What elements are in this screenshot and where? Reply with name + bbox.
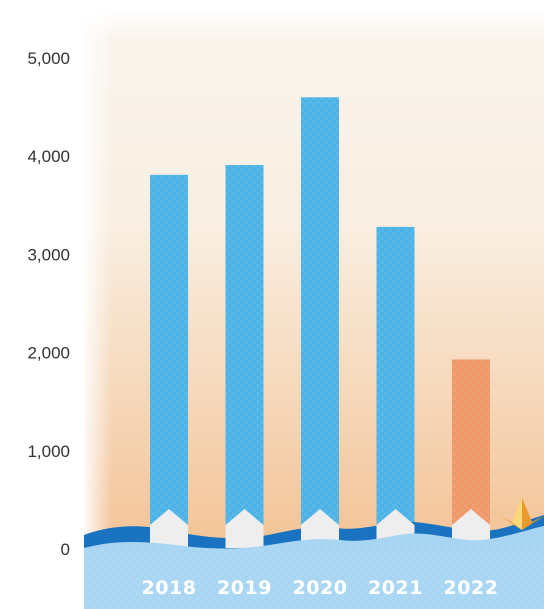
x-category-label: 2022 — [444, 577, 499, 599]
bar-texture — [225, 165, 264, 560]
x-category-label: 2019 — [217, 577, 272, 599]
x-category-label: 2020 — [293, 577, 348, 599]
house-marker-icon — [225, 509, 264, 548]
y-tick-label: 0 — [61, 540, 70, 559]
bar-texture — [301, 97, 339, 560]
y-tick-label: 3,000 — [27, 245, 70, 264]
x-category-label: 2021 — [368, 577, 423, 599]
house-marker-icon — [452, 509, 490, 548]
y-tick-label: 2,000 — [27, 344, 70, 363]
water-decoration — [84, 509, 544, 609]
paper-boat-icon — [500, 498, 544, 530]
x-axis-category-labels: 2018 2019 2020 2021 2022 — [142, 577, 499, 599]
y-tick-label: 5,000 — [27, 49, 70, 68]
house-marker-icon — [150, 509, 188, 548]
y-tick-label: 4,000 — [27, 147, 70, 166]
bar-texture — [150, 174, 188, 560]
house-marker-icon — [301, 509, 339, 548]
y-axis-tick-labels: 0 1,000 2,000 3,000 4,000 5,000 — [27, 49, 70, 559]
y-tick-label: 1,000 — [27, 442, 70, 461]
bar-texture — [376, 226, 415, 561]
x-category-label: 2018 — [142, 577, 197, 599]
